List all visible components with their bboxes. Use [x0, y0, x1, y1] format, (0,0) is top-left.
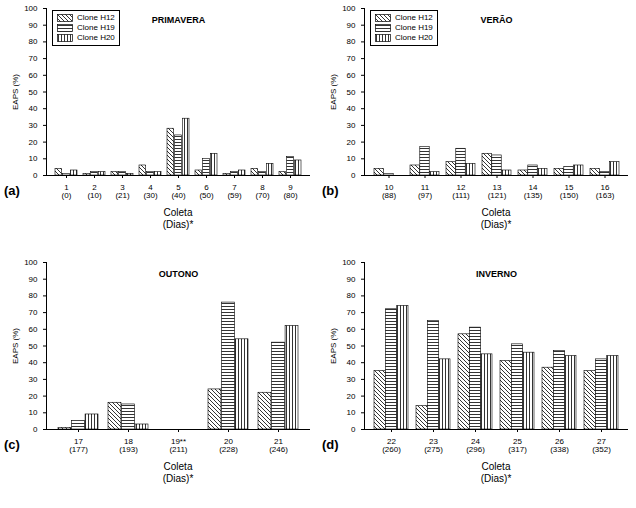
svg-text:0: 0 [33, 425, 38, 434]
svg-text:40: 40 [29, 358, 38, 367]
svg-text:90: 90 [347, 21, 356, 30]
svg-text:PRIMAVERA: PRIMAVERA [152, 15, 206, 25]
svg-text:EAPS (%): EAPS (%) [11, 74, 20, 110]
svg-text:60: 60 [347, 71, 356, 80]
svg-text:20: 20 [347, 138, 356, 147]
svg-text:11(97): 11(97) [418, 183, 433, 200]
html-text:Clone H19: Clone H19 [77, 23, 115, 32]
svg-text:90: 90 [347, 275, 356, 284]
svg-text:60: 60 [347, 325, 356, 334]
svg-text:EAPS (%): EAPS (%) [329, 74, 338, 110]
html-text:(a): (a) [4, 183, 20, 198]
svg-text:70: 70 [347, 308, 356, 317]
svg-text:22(260): 22(260) [382, 437, 401, 454]
svg-text:9(80): 9(80) [283, 183, 298, 200]
svg-text:0: 0 [351, 171, 356, 180]
svg-text:3(21): 3(21) [115, 183, 130, 200]
html-text:(c): (c) [4, 437, 20, 452]
svg-text:90: 90 [29, 275, 38, 284]
svg-text:7(59): 7(59) [227, 183, 242, 200]
html-text:(b): (b) [322, 183, 339, 198]
svg-text:14(135): 14(135) [524, 183, 543, 200]
svg-text:23(275): 23(275) [424, 437, 443, 454]
svg-text:10: 10 [347, 408, 356, 417]
svg-text:17(177): 17(177) [69, 437, 88, 454]
svg-text:30: 30 [347, 121, 356, 130]
svg-text:10(88): 10(88) [382, 183, 397, 200]
svg-text:16(163): 16(163) [596, 183, 615, 200]
html-text:Coleta (Dias)*: Coleta (Dias)* [480, 461, 512, 484]
svg-text:100: 100 [342, 4, 356, 13]
svg-text:10: 10 [29, 154, 38, 163]
svg-text:100: 100 [24, 258, 38, 267]
svg-text:10: 10 [29, 408, 38, 417]
svg-text:21(246): 21(246) [269, 437, 288, 454]
svg-text:30: 30 [29, 375, 38, 384]
svg-text:2(10): 2(10) [87, 183, 102, 200]
svg-text:40: 40 [347, 104, 356, 113]
html-text:Clone H12: Clone H12 [395, 13, 433, 22]
svg-text:90: 90 [29, 21, 38, 30]
svg-text:25(317): 25(317) [508, 437, 527, 454]
svg-text:70: 70 [29, 308, 38, 317]
svg-text:100: 100 [24, 4, 38, 13]
svg-text:12(111): 12(111) [452, 183, 470, 200]
svg-text:0: 0 [33, 171, 38, 180]
svg-text:60: 60 [29, 71, 38, 80]
svg-text:70: 70 [347, 54, 356, 63]
svg-text:30: 30 [347, 375, 356, 384]
svg-text:30: 30 [29, 121, 38, 130]
html-text:Clone H19: Clone H19 [395, 23, 433, 32]
svg-text:EAPS (%): EAPS (%) [329, 328, 338, 364]
svg-text:50: 50 [347, 342, 356, 351]
svg-text:80: 80 [29, 291, 38, 300]
html-text:Clone H20: Clone H20 [395, 33, 433, 42]
svg-text:50: 50 [29, 342, 38, 351]
svg-text:19**(211): 19**(211) [169, 437, 187, 454]
svg-text:18(193): 18(193) [119, 437, 138, 454]
svg-text:0: 0 [351, 425, 356, 434]
svg-text:40: 40 [347, 358, 356, 367]
html-text:Coleta (Dias)*: Coleta (Dias)* [162, 461, 194, 484]
svg-text:13(121): 13(121) [488, 183, 507, 200]
html-text:Coleta (Dias)*: Coleta (Dias)* [480, 207, 512, 230]
svg-text:60: 60 [29, 325, 38, 334]
svg-text:8(70): 8(70) [255, 183, 270, 200]
svg-text:1(0): 1(0) [62, 183, 72, 200]
html-text:(d): (d) [322, 437, 339, 452]
svg-text:20: 20 [29, 138, 38, 147]
svg-text:27(352): 27(352) [592, 437, 611, 454]
svg-text:15(150): 15(150) [560, 183, 579, 200]
svg-text:50: 50 [29, 88, 38, 97]
svg-text:20(228): 20(228) [219, 437, 238, 454]
svg-text:INVERNO: INVERNO [476, 269, 517, 279]
svg-text:100: 100 [342, 258, 356, 267]
svg-text:40: 40 [29, 104, 38, 113]
svg-text:26(338): 26(338) [550, 437, 569, 454]
svg-text:VERÃO: VERÃO [480, 15, 512, 25]
svg-text:10: 10 [347, 154, 356, 163]
svg-text:70: 70 [29, 54, 38, 63]
svg-text:80: 80 [347, 37, 356, 46]
svg-text:20: 20 [347, 392, 356, 401]
html-text:Clone H20: Clone H20 [77, 33, 115, 42]
svg-text:OUTONO: OUTONO [159, 269, 198, 279]
svg-text:80: 80 [347, 291, 356, 300]
svg-text:6(50): 6(50) [199, 183, 214, 200]
svg-text:50: 50 [347, 88, 356, 97]
svg-text:80: 80 [29, 37, 38, 46]
html-text:Coleta (Dias)*: Coleta (Dias)* [162, 207, 194, 230]
svg-text:5(40): 5(40) [171, 183, 186, 200]
svg-text:20: 20 [29, 392, 38, 401]
svg-text:24(296): 24(296) [466, 437, 485, 454]
html-text:Clone H12: Clone H12 [77, 13, 115, 22]
svg-text:4(30): 4(30) [143, 183, 158, 200]
svg-text:EAPS (%): EAPS (%) [11, 328, 20, 364]
